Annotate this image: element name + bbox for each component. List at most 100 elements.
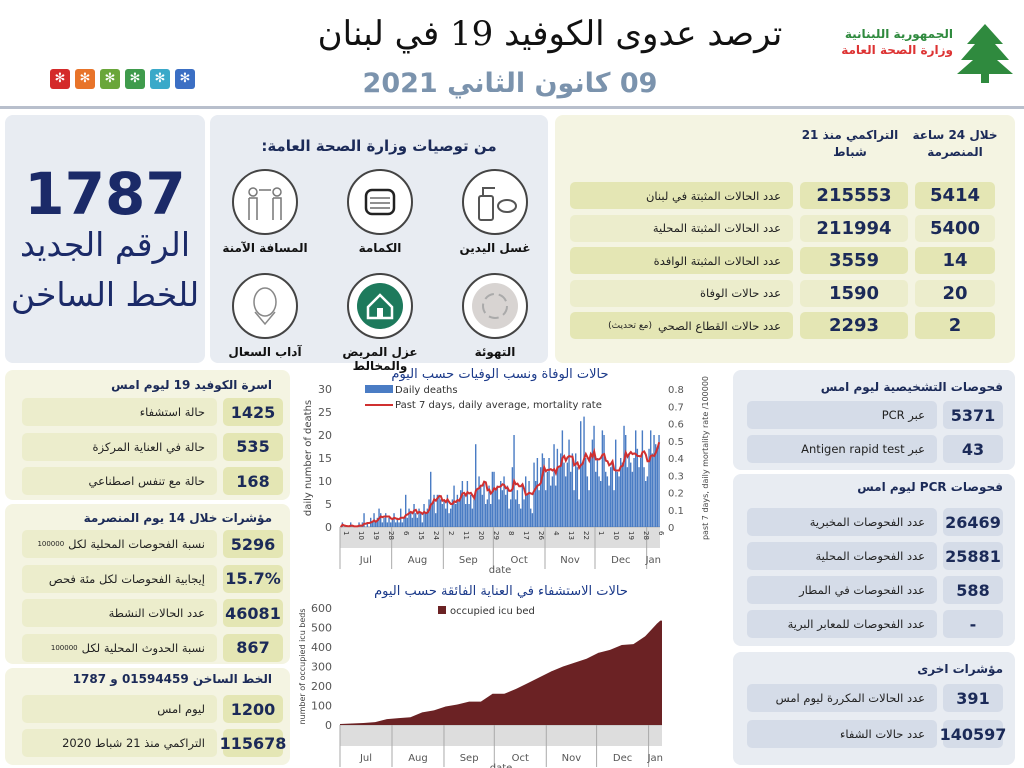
death-bar: [566, 462, 569, 527]
death-bar: [538, 490, 540, 527]
y-tick-label: 100: [311, 700, 332, 713]
death-bar: [520, 508, 522, 527]
death-bar: [405, 494, 407, 527]
death-bar: [425, 513, 427, 527]
death-bar: [480, 485, 482, 527]
death-bar: [651, 453, 654, 527]
home-isolation-icon: [347, 273, 413, 339]
death-bar: [485, 504, 487, 527]
death-bar: [375, 522, 377, 527]
death-bar: [496, 485, 499, 527]
date-tick-label: 8: [507, 531, 515, 535]
death-bar: [565, 476, 567, 527]
death-bar: [376, 517, 379, 527]
legend-swatch-deaths: [365, 385, 393, 393]
date-tick-label: 4: [552, 531, 560, 536]
death-bar: [416, 517, 419, 527]
indicators-14-panel: مؤشرات خلال 14 يوم المنصرمة 5296 نسبة الف…: [5, 504, 290, 664]
chart-title: حالات الوفاة ونسب الوفيات حسب اليوم: [391, 367, 608, 382]
death-bar: [640, 458, 642, 527]
death-bar: [578, 499, 580, 527]
row-value: 5371: [943, 401, 1003, 429]
month-label: Dec: [613, 753, 632, 764]
date-tick-label: 2: [447, 531, 455, 535]
death-bar: [526, 494, 529, 527]
month-label: Nov: [560, 555, 580, 566]
death-bar: [633, 458, 635, 527]
death-bar: [628, 453, 630, 527]
death-bar: [406, 517, 409, 527]
death-bar: [575, 453, 577, 527]
other-indicators-panel: مؤشرات اخرى 391 عدد الحالات المكررة ليوم …: [733, 652, 1015, 765]
row-label: حالة استشفاء: [22, 398, 217, 426]
death-bar: [531, 513, 534, 527]
death-bar: [493, 471, 495, 527]
date-tick-label: 24: [432, 531, 440, 540]
row-label-text: حالة مع تنفس اصطناعي: [88, 474, 206, 488]
row-value: 1200: [223, 695, 283, 723]
stat-label-text: عدد الحالات المثبتة المحلية: [652, 221, 781, 235]
y-tick-label: 300: [311, 661, 332, 674]
campaign-square-icon: ✻: [125, 69, 145, 89]
death-bar: [481, 494, 484, 527]
diagnostic-tests-panel: فحوصات التشخيصية ليوم امس 5371 عبر PCR 43 ع…: [733, 370, 1015, 470]
death-bar: [535, 481, 537, 527]
death-bar: [461, 481, 464, 527]
row-value: 535: [223, 432, 283, 461]
col-header-24h: خلال 24 ساعة المنصرمة: [912, 128, 998, 159]
death-bar: [413, 504, 415, 527]
death-bar: [380, 513, 382, 527]
rec-label: الكمامة: [358, 241, 402, 255]
death-bar: [631, 471, 634, 527]
y2-tick-label: 0.5: [668, 437, 684, 448]
rec-label: المسافة الآمنة: [222, 241, 308, 255]
y-tick-label: 600: [311, 602, 332, 615]
stat-cumulative-value: 3559: [800, 247, 908, 274]
death-bar: [553, 444, 555, 527]
death-bar: [521, 485, 524, 527]
death-bar: [616, 471, 619, 527]
death-bar: [641, 430, 644, 527]
death-bar: [453, 485, 455, 527]
rec-label: آداب السعال: [228, 345, 302, 359]
death-bar: [436, 494, 439, 527]
y-tick-label: 20: [318, 429, 332, 442]
death-bar: [546, 471, 549, 527]
ventilation-icon: [462, 273, 528, 339]
death-bar: [441, 504, 444, 527]
row-label-text: عبر Antigen rapid test: [801, 442, 925, 456]
death-bar: [460, 490, 462, 527]
row-label: عدد الفحوصات في المطار: [747, 576, 937, 604]
death-bar: [638, 467, 640, 527]
row-label-text: نسبة الفحوصات المحلية لكل: [68, 537, 205, 551]
stat-24h-value: 5400: [915, 214, 995, 242]
diagnostic-title: فحوصات التشخيصية ليوم امس: [820, 380, 1003, 394]
death-bar: [428, 499, 430, 527]
row-value: 5296: [223, 530, 283, 558]
row-label: حالة في العناية المركزة: [22, 432, 217, 461]
icu-chart: 0 100 200 300 400 500 600 Jul Aug Sep Oct Nov Dec Jan…: [298, 584, 663, 768]
row-label-text: نسبة الحدوث المحلية لكل: [81, 640, 205, 655]
death-bar: [555, 485, 557, 527]
death-bar: [655, 444, 657, 527]
death-bar: [590, 453, 592, 527]
date-tick-label: 1: [342, 531, 350, 535]
hotline-panel: 1787 الرقم الجديد للخط الساخن: [5, 115, 205, 363]
month-label: Jul: [359, 555, 372, 566]
stat-cumulative-value: 215553: [800, 182, 908, 209]
death-bar: [646, 476, 649, 527]
death-bar: [548, 458, 550, 527]
campaign-square-icon: ✻: [150, 69, 170, 89]
face-mask-icon: [347, 169, 413, 235]
legend-icu: occupied icu bed: [450, 606, 535, 617]
row-label-text: عدد الفحوصات في المطار: [799, 583, 925, 597]
row-label-text: عدد الفحوصات المخبرية: [809, 515, 925, 529]
death-bar: [450, 508, 452, 527]
death-bar: [518, 504, 520, 527]
rec-label: عزل المريض والمخالط: [342, 345, 418, 373]
report-date: 09 كانون الثاني 2021: [362, 68, 658, 99]
death-bar: [626, 467, 629, 527]
y2-tick-label: 0.6: [668, 420, 684, 431]
row-label-text: عدد الحالات المكررة ليوم امس: [775, 691, 925, 705]
death-bar: [388, 517, 390, 527]
